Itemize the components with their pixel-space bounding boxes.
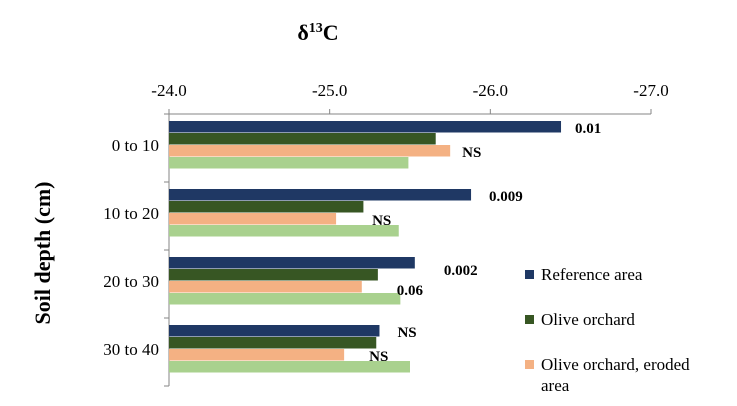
category-label: 10 to 20 — [103, 204, 159, 223]
bar-3-1 — [169, 145, 451, 157]
category-label: 0 to 10 — [112, 136, 159, 155]
chart-title: δ13C — [297, 20, 338, 45]
x-tick-label: -26.0 — [473, 81, 508, 100]
bar-2-2 — [169, 201, 364, 213]
bar-4-2 — [169, 225, 399, 237]
bar-1-3 — [169, 257, 415, 269]
legend-swatch — [525, 315, 534, 324]
legend-label: Olive orchard, eroded area — [541, 355, 690, 395]
significance-label: 0.009 — [489, 189, 523, 205]
x-tick-label: -25.0 — [312, 81, 347, 100]
x-tick-label: -24.0 — [151, 81, 186, 100]
significance-label: 0.01 — [575, 121, 601, 137]
legend-swatch — [525, 270, 534, 279]
bar-4-3 — [169, 293, 401, 305]
bar-4-1 — [169, 157, 409, 169]
significance-label: 0.002 — [444, 263, 478, 279]
legend: Reference area Olive orchard Olive orchard… — [525, 265, 690, 395]
bar-1-4 — [169, 325, 380, 337]
bar-1-2 — [169, 189, 472, 201]
significance-label: NS — [372, 213, 391, 229]
category-label: 30 to 40 — [103, 340, 159, 359]
category-label: 20 to 30 — [103, 272, 159, 291]
bar-3-2 — [169, 213, 337, 225]
y-axis-label: Soil depth (cm) — [30, 182, 55, 325]
bars-group — [164, 113, 562, 387]
bar-2-1 — [169, 133, 436, 145]
annotations: 0.01 NS 0.009 NS 0.002 0.06 NS NS — [369, 121, 601, 365]
bar-2-4 — [169, 337, 377, 349]
significance-label: NS — [369, 349, 388, 365]
significance-label: 0.06 — [397, 283, 424, 299]
category-labels: 0 to 10 10 to 20 20 to 30 30 to 40 — [103, 136, 159, 359]
significance-label: NS — [462, 145, 481, 161]
bar-4-4 — [169, 361, 410, 373]
bar-3-4 — [169, 349, 345, 361]
x-tick-label: -27.0 — [633, 81, 668, 100]
significance-label: NS — [397, 325, 416, 341]
legend-swatch — [525, 360, 534, 369]
bar-3-3 — [169, 281, 362, 293]
bar-1-1 — [169, 121, 562, 133]
bar-2-3 — [169, 269, 378, 281]
legend-label: Reference area — [541, 265, 643, 284]
legend-label: Olive orchard — [541, 310, 635, 329]
